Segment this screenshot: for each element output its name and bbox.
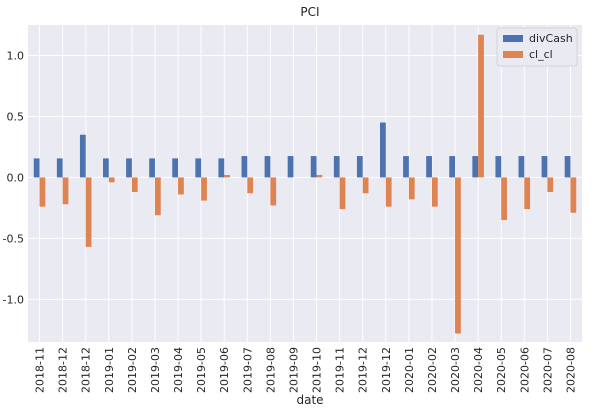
x-tick-label: 2019-11 (334, 347, 347, 393)
bar-divCash (426, 156, 432, 178)
bar-cl_cl (431, 177, 438, 207)
bar-divCash (310, 156, 317, 178)
x-tick-label: 2020-03 (449, 347, 462, 393)
bar-cl_cl (270, 177, 277, 206)
x-tick-label: 2018-12 (57, 347, 70, 393)
bar-cl_cl (39, 177, 46, 207)
y-tick-label: 1.0 (7, 49, 25, 62)
x-tick-label: 2020-06 (518, 347, 531, 393)
bar-divCash (264, 156, 271, 178)
bar-divCash (472, 156, 479, 178)
bar-divCash (518, 156, 525, 178)
bar-cl_cl (362, 177, 369, 194)
x-tick-label: 2020-05 (495, 347, 508, 393)
legend-label: cl_cl (529, 48, 553, 61)
bar-cl_cl (501, 177, 507, 221)
bar-divCash (449, 156, 456, 178)
bar-divCash (287, 156, 294, 178)
x-tick-label: 2019-02 (126, 347, 139, 393)
bar-cl_cl (224, 174, 230, 178)
x-tick-label: 2018-12 (80, 347, 93, 393)
bar-divCash (241, 156, 248, 178)
legend-swatch (503, 35, 523, 42)
bar-cl_cl (478, 34, 484, 178)
bar-cl_cl (131, 177, 138, 193)
x-tick-label: 2019-10 (311, 347, 324, 393)
bar-divCash (195, 158, 202, 178)
y-tick-label: -0.5 (3, 232, 24, 245)
bar-cl_cl (85, 177, 92, 247)
bar-divCash (33, 158, 40, 178)
x-tick-labels: 2018-11 2018-12 2018-12 2019-01 2019-02 2019-… (34, 347, 578, 393)
y-tick-labels: -1.0 -0.5 0.0 0.5 1.0 (3, 49, 24, 306)
x-tick-label: 2020-08 (564, 347, 577, 393)
x-tick-label: 2020-01 (403, 347, 416, 393)
bar-cl_cl (154, 177, 161, 216)
x-tick-label: 2018-11 (34, 347, 47, 393)
x-tick-label: 2019-05 (195, 347, 208, 393)
bar-divCash (495, 156, 502, 178)
bar-cl_cl (316, 174, 323, 178)
bar-cl_cl (108, 177, 115, 183)
legend: divCash cl_cl (496, 27, 578, 67)
y-tick-label: 0.5 (7, 110, 25, 123)
bar-divCash (79, 134, 86, 178)
bar-cl_cl (339, 177, 346, 210)
bar-cl_cl (547, 177, 554, 193)
bar-divCash (380, 122, 386, 178)
plot-background (28, 25, 582, 342)
bar-divCash (56, 158, 63, 178)
x-tick-label: 2019-03 (149, 347, 162, 393)
y-tick-label: -1.0 (3, 293, 24, 306)
legend-label: divCash (529, 32, 573, 45)
bar-cl_cl (524, 177, 531, 210)
x-tick-label: 2019-12 (357, 347, 370, 393)
bar-cl_cl (201, 177, 207, 201)
bar-cl_cl (385, 177, 392, 207)
x-tick-label: 2020-07 (541, 347, 554, 393)
y-tick-label: 0.0 (7, 171, 25, 184)
bar-divCash (218, 158, 225, 178)
bar-divCash (149, 158, 155, 178)
bar-cl_cl (247, 177, 254, 194)
x-tick-label: 2019-01 (103, 347, 116, 393)
bar-cl_cl (570, 177, 577, 213)
bar-cl_cl (178, 177, 184, 195)
legend-swatch (503, 51, 523, 58)
chart-title: PCI (300, 5, 319, 19)
bar-cl_cl (455, 177, 461, 334)
x-tick-label: 2020-04 (472, 347, 485, 393)
x-tick-label: 2019-12 (380, 347, 393, 393)
bar-divCash (356, 156, 363, 178)
x-axis-label: date (296, 393, 323, 407)
bar-divCash (564, 156, 571, 178)
bar-divCash (103, 158, 109, 178)
x-tick-label: 2019-07 (241, 347, 254, 393)
bar-cl_cl (62, 177, 69, 205)
x-tick-label: 2019-09 (287, 347, 300, 393)
x-tick-label: 2019-06 (218, 347, 231, 393)
bar-cl_cl (408, 177, 415, 200)
bar-divCash (172, 158, 179, 178)
x-tick-label: 2019-04 (172, 347, 185, 393)
bar-divCash (403, 156, 409, 178)
x-tick-label: 2019-08 (264, 347, 277, 393)
x-tick-label: 2020-02 (426, 347, 439, 393)
bar-divCash (333, 156, 340, 178)
bars (33, 34, 577, 334)
bar-divCash (126, 158, 132, 178)
bar-divCash (541, 156, 548, 178)
